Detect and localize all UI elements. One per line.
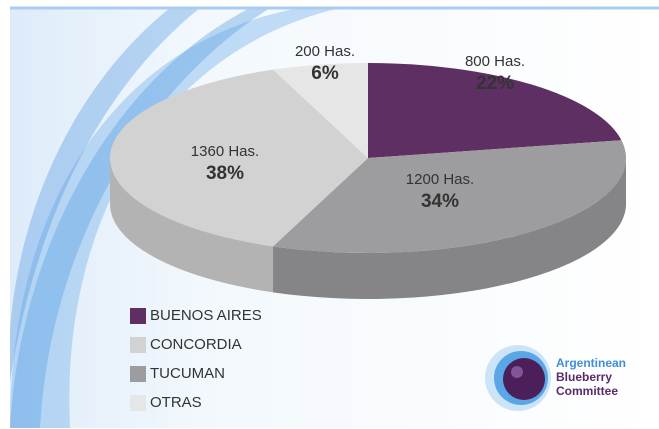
slice-side	[110, 158, 274, 293]
logo-berry	[503, 358, 545, 400]
data-label: 6%	[311, 63, 339, 84]
legend-swatch	[130, 337, 146, 353]
pie: 800 Has. 22% 1360 Has. 38% 1200 Has. 34% 200 H…	[110, 43, 627, 300]
logo-text: Committee	[556, 384, 618, 398]
swoosh	[10, 8, 340, 428]
data-label: 22%	[476, 73, 514, 94]
legend-label: CONCORDIA	[150, 336, 242, 353]
logo-shine	[511, 366, 523, 378]
legend-label: TUCUMAN	[150, 365, 225, 382]
area-label: 1360 Has.	[191, 143, 259, 160]
legend: BUENOS AIRES CONCORDIA TUCUMAN OTRAS	[130, 307, 262, 411]
legend-swatch	[130, 366, 146, 382]
logo: Argentinean Blueberry Committee	[485, 345, 626, 411]
data-label: 34%	[421, 191, 459, 212]
logo-text: Blueberry	[556, 370, 612, 384]
legend-swatch	[130, 308, 146, 324]
area-label: 1200 Has.	[406, 171, 474, 188]
legend-label: BUENOS AIRES	[150, 307, 262, 324]
legend-swatch	[130, 395, 146, 411]
area-label: 800 Has.	[465, 53, 525, 70]
swoosh	[10, 8, 270, 428]
legend-label: OTRAS	[150, 394, 202, 411]
swoosh	[10, 8, 200, 380]
slice	[273, 140, 627, 254]
area-label: 200 Has.	[295, 43, 355, 60]
logo-text: Argentinean	[556, 356, 626, 370]
slice-side	[273, 158, 626, 300]
slice	[110, 69, 368, 247]
slice	[273, 63, 368, 158]
data-label: 38%	[206, 163, 244, 184]
slice	[368, 63, 622, 158]
